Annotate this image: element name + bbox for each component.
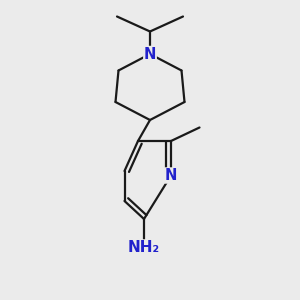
Text: NH₂: NH₂ bbox=[128, 240, 160, 255]
Text: N: N bbox=[165, 168, 177, 183]
Text: N: N bbox=[144, 46, 156, 62]
